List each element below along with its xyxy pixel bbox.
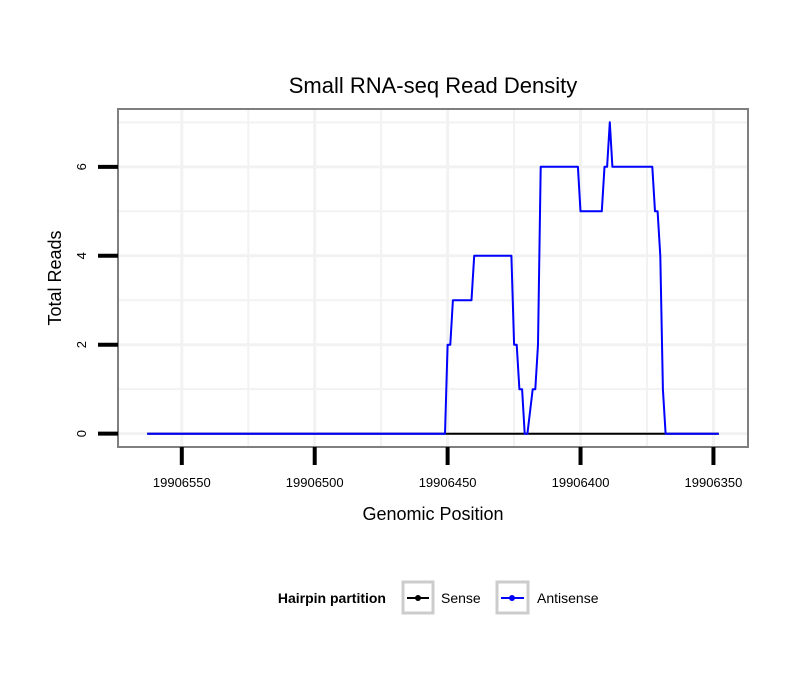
x-axis-label: Genomic Position [362,504,503,524]
x-axis-ticks: 19906550 19906500 19906450 19906400 19906350 [153,447,742,490]
series-lines [147,121,719,435]
y-axis-label: Total Reads [45,230,65,325]
x-tick-label: 19906500 [286,475,344,490]
y-tick-label: 0 [74,430,89,437]
legend-label-sense: Sense [441,590,481,606]
legend-key-antisense [495,580,530,615]
y-tick-label: 4 [74,252,89,259]
series-line-antisense [147,121,719,435]
x-tick-label: 19906450 [419,475,477,490]
x-tick-label: 19906350 [685,475,743,490]
x-tick-label: 19906400 [552,475,610,490]
chart-title: Small RNA-seq Read Density [289,73,578,98]
y-tick-label: 2 [74,341,89,348]
y-tick-label: 6 [74,163,89,170]
legend-key-sense [401,580,435,615]
legend-key-antisense-dot [509,595,515,601]
x-tick-label: 19906550 [153,475,211,490]
legend: Hairpin partition Sense Antisense [278,580,599,615]
y-axis-ticks: 0 2 4 6 [74,163,118,437]
legend-title: Hairpin partition [278,590,386,606]
plot-panel-border [117,108,749,448]
grid-lines [118,109,748,447]
legend-label-antisense: Antisense [537,590,599,606]
legend-key-sense-dot [415,595,421,601]
